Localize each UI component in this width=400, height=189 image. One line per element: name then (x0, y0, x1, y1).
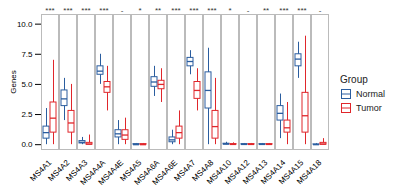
svg-text:MS4A18: MS4A18 (295, 158, 323, 186)
svg-text:MS4A12: MS4A12 (223, 158, 252, 187)
svg-text:-: - (319, 6, 322, 15)
svg-text:MS4A10: MS4A10 (205, 158, 234, 187)
svg-text:***: *** (297, 6, 306, 15)
svg-text:**: ** (263, 6, 269, 15)
svg-text:MS4A4E: MS4A4E (97, 158, 126, 187)
svg-text:***: *** (63, 6, 72, 15)
svg-text:*: * (138, 6, 141, 15)
svg-text:MS4A14: MS4A14 (259, 158, 288, 187)
svg-text:MS4A6E: MS4A6E (151, 158, 180, 187)
svg-text:5.0: 5.0 (21, 80, 33, 89)
svg-text:7.5: 7.5 (21, 50, 33, 59)
svg-text:MS4A5: MS4A5 (118, 158, 144, 184)
svg-text:MS4A1: MS4A1 (28, 158, 54, 184)
svg-text:***: *** (99, 6, 108, 15)
svg-text:-: - (247, 6, 250, 15)
svg-text:MS4A3: MS4A3 (64, 158, 90, 184)
svg-text:MS4A8: MS4A8 (190, 158, 216, 184)
svg-text:2.5: 2.5 (21, 110, 33, 119)
svg-text:***: *** (189, 6, 198, 15)
svg-text:MS4A7: MS4A7 (172, 158, 198, 184)
svg-text:*: * (228, 6, 231, 15)
html-text:Tumor: Tumor (356, 102, 382, 113)
svg-text:***: *** (207, 6, 216, 15)
svg-text:MS4A2: MS4A2 (46, 158, 72, 184)
html-text:Group: Group (340, 73, 368, 85)
svg-text:**: ** (155, 6, 161, 15)
svg-text:***: *** (279, 6, 288, 15)
svg-text:***: *** (81, 6, 90, 15)
svg-text:***: *** (171, 6, 180, 15)
svg-text:MS4A15: MS4A15 (277, 158, 306, 187)
svg-text:MS4A13: MS4A13 (241, 158, 270, 187)
svg-text:MS4A6A: MS4A6A (132, 158, 162, 187)
svg-text:10.0: 10.0 (17, 20, 33, 29)
svg-text:***: *** (45, 6, 54, 15)
svg-text:Genes: Genes (9, 70, 18, 94)
svg-text:MS4A4A: MS4A4A (78, 158, 108, 187)
svg-text:0.0: 0.0 (21, 140, 33, 149)
svg-text:-: - (121, 6, 124, 15)
html-text:Normal: Normal (356, 88, 385, 99)
